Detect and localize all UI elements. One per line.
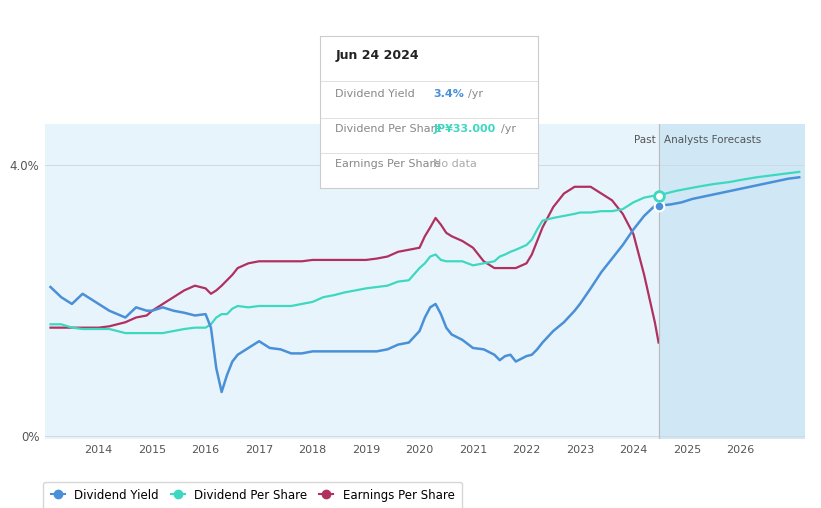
Text: Analysts Forecasts: Analysts Forecasts [664, 135, 761, 145]
Text: Jun 24 2024: Jun 24 2024 [336, 49, 419, 62]
Text: Dividend Per Share: Dividend Per Share [336, 124, 443, 134]
Legend: Dividend Yield, Dividend Per Share, Earnings Per Share: Dividend Yield, Dividend Per Share, Earn… [44, 482, 461, 508]
Text: Past: Past [634, 135, 655, 145]
Text: Earnings Per Share: Earnings Per Share [336, 159, 441, 169]
Text: /yr: /yr [501, 124, 516, 134]
Bar [658, 124, 805, 439]
Text: /yr: /yr [468, 89, 483, 99]
Text: Dividend Yield: Dividend Yield [336, 89, 415, 99]
Text: 3.4%: 3.4% [433, 89, 464, 99]
Text: No data: No data [433, 159, 477, 169]
Text: JP¥33.000: JP¥33.000 [433, 124, 496, 134]
